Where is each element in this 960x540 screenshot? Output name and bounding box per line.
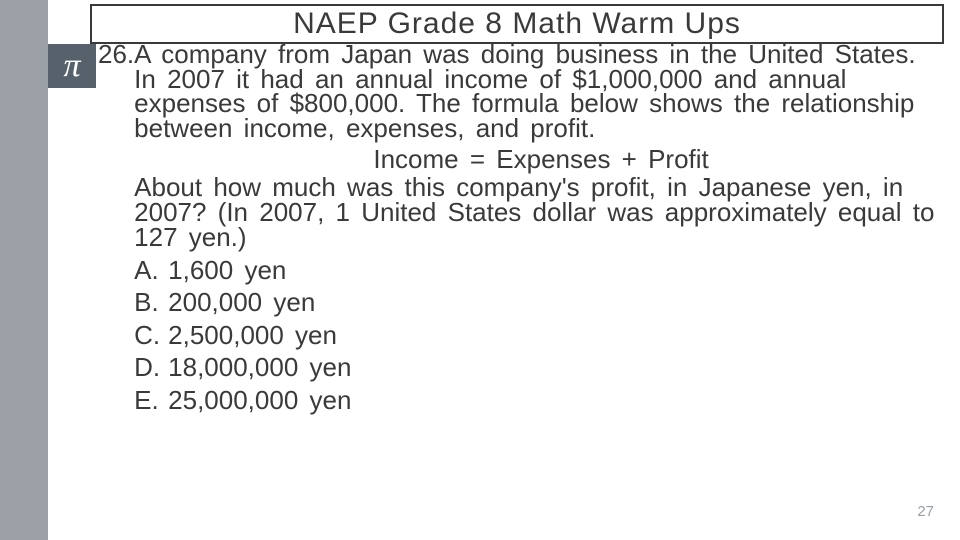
page-title: NAEP Grade 8 Math Warm Ups [98,6,936,42]
answer-option: B. 200,000 yen [134,286,948,319]
question-body: A company from Japan was doing business … [134,42,948,416]
answer-option: E. 25,000,000 yen [134,384,948,417]
pi-icon: π [48,44,96,88]
answer-text: 2,500,000 yen [168,319,337,352]
question-paragraph-1: A company from Japan was doing business … [134,42,948,141]
answer-letter: D. [134,351,168,384]
answer-letter: B. [134,286,168,319]
answer-option: A. 1,600 yen [134,254,948,287]
left-accent-strip [0,0,48,540]
answer-option: D. 18,000,000 yen [134,351,948,384]
page-number: 27 [917,503,934,520]
answer-letter: A. [134,254,168,287]
answer-option: C. 2,500,000 yen [134,319,948,352]
question-content: 26. A company from Japan was doing busin… [98,42,948,416]
answer-text: 18,000,000 yen [168,351,351,384]
title-bar: NAEP Grade 8 Math Warm Ups [90,4,944,44]
answer-list: A. 1,600 yen B. 200,000 yen C. 2,500,000… [134,254,948,417]
question-paragraph-2: About how much was this company's profit… [134,175,948,249]
answer-text: 25,000,000 yen [168,384,351,417]
question-number: 26. [98,42,134,416]
answer-text: 200,000 yen [168,286,315,319]
answer-letter: E. [134,384,168,417]
pi-symbol: π [63,47,80,85]
question-formula: Income = Expenses + Profit [134,143,948,174]
answer-letter: C. [134,319,168,352]
answer-text: 1,600 yen [168,254,286,287]
